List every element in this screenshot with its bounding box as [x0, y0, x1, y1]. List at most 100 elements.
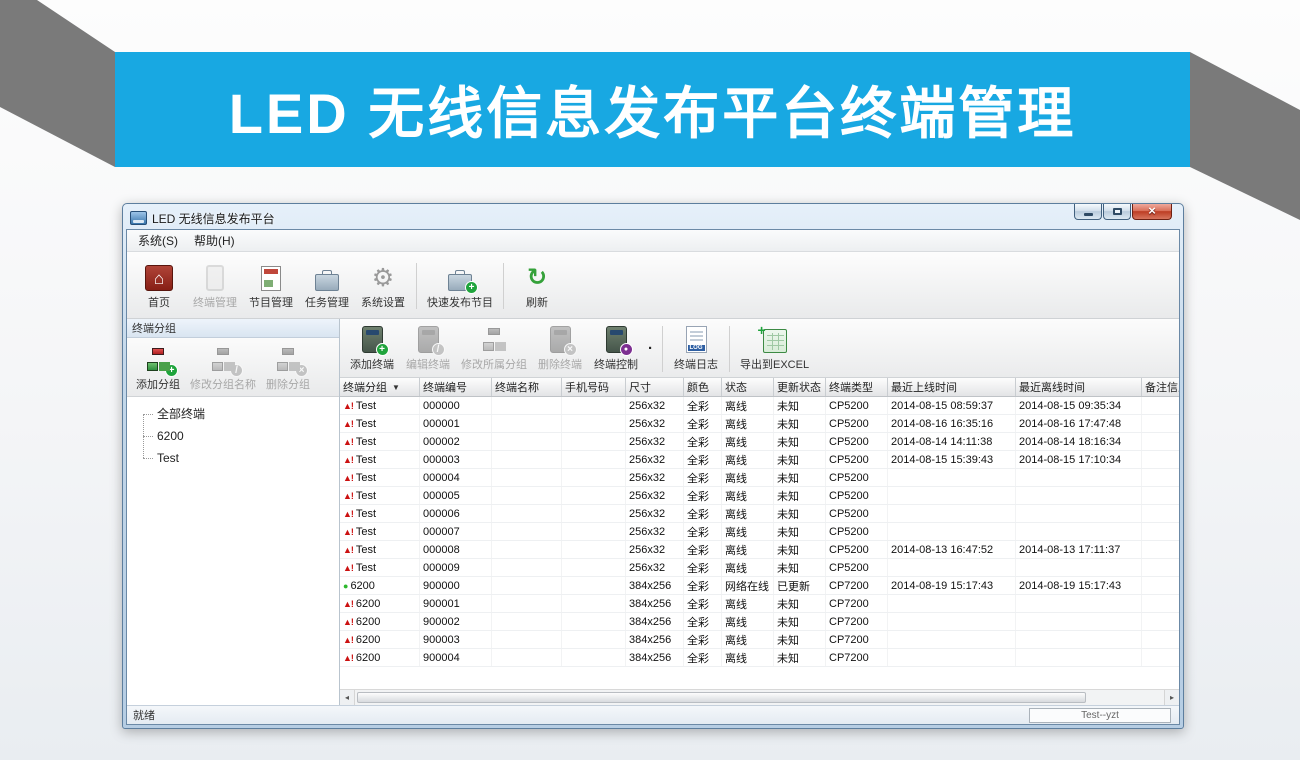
- table-row[interactable]: ▲! Test 000000 256x32 全彩 离线 未知 CP5200 2014-08-15…: [340, 397, 1179, 415]
- cell-offline_time: [1016, 649, 1142, 666]
- column-header-3[interactable]: 终端名称: [492, 378, 562, 396]
- column-header-5[interactable]: 尺寸: [626, 378, 684, 396]
- column-header-12[interactable]: 备注信息: [1142, 378, 1179, 396]
- task-mgmt-button[interactable]: 任务管理: [299, 258, 355, 312]
- cell-update: 未知: [774, 523, 826, 540]
- tree-item-6200[interactable]: 6200: [127, 425, 339, 447]
- column-header-8[interactable]: 更新状态: [774, 378, 826, 396]
- table-row[interactable]: ▲! Test 000006 256x32 全彩 离线 未知 CP5200: [340, 505, 1179, 523]
- cell-offline_time: [1016, 487, 1142, 504]
- tree-item-全部终端[interactable]: 全部终端: [127, 403, 339, 425]
- column-label: 状态: [725, 382, 747, 394]
- column-header-1[interactable]: 终端分组 ▼: [340, 378, 420, 396]
- group-add-label: 添加分组: [136, 379, 180, 391]
- cell-offline_time: [1016, 505, 1142, 522]
- cell-color: 全彩: [684, 559, 722, 576]
- minimize-button[interactable]: [1074, 204, 1102, 220]
- main-toolbar: 首页 终端管理节目管理任务管理系统设置 + 快速发布节目 刷新: [127, 252, 1179, 319]
- cell-update: 未知: [774, 397, 826, 414]
- scrollbar-thumb[interactable]: [357, 692, 1086, 703]
- column-header-11[interactable]: 最近离线时间: [1016, 378, 1142, 396]
- table-row[interactable]: ▲! Test 000002 256x32 全彩 离线 未知 CP5200 2014-08-14…: [340, 433, 1179, 451]
- menu-bar: 系统(S) 帮助(H): [127, 230, 1179, 252]
- column-header-9[interactable]: 终端类型: [826, 378, 888, 396]
- group-delete-button: × 删除分组: [258, 342, 318, 394]
- group-panel: 终端分组 + 添加分组 / 修改分组名称 × 删除分组 全部终端 6200 Test: [127, 319, 340, 705]
- refresh-icon: [523, 265, 551, 291]
- table-row[interactable]: ▲! Test 000009 256x32 全彩 离线 未知 CP5200: [340, 559, 1179, 577]
- menu-item-0[interactable]: 系统(S): [138, 234, 178, 248]
- filter-icon[interactable]: ▼: [392, 382, 400, 392]
- menu-item-1[interactable]: 帮助(H): [194, 234, 235, 248]
- cell-update: 未知: [774, 649, 826, 666]
- cell-no: 900003: [420, 631, 492, 648]
- column-header-4[interactable]: 手机号码: [562, 378, 626, 396]
- cell-remark: [1142, 559, 1179, 576]
- toolbar-overflow-dot[interactable]: ·: [648, 339, 653, 357]
- table-row[interactable]: ▲! 6200 900002 384x256 全彩 离线 未知 CP7200: [340, 613, 1179, 631]
- cell-color: 全彩: [684, 649, 722, 666]
- table-row[interactable]: ▲! Test 000003 256x32 全彩 离线 未知 CP5200 2014-08-15…: [340, 451, 1179, 469]
- cell-color: 全彩: [684, 613, 722, 630]
- column-header-10[interactable]: 最近上线时间: [888, 378, 1016, 396]
- cell-no: 000007: [420, 523, 492, 540]
- cell-group: ▲! Test: [340, 469, 420, 486]
- scroll-right-arrow-icon[interactable]: ▸: [1164, 690, 1179, 705]
- horizontal-scrollbar[interactable]: ◂ ▸: [340, 689, 1179, 705]
- column-header-7[interactable]: 状态: [722, 378, 774, 396]
- table-row[interactable]: ▲! Test 000004 256x32 全彩 离线 未知 CP5200: [340, 469, 1179, 487]
- column-header-6[interactable]: 颜色: [684, 378, 722, 396]
- quick-publish-label: 快速发布节目: [427, 297, 493, 309]
- refresh-button[interactable]: 刷新: [509, 258, 565, 312]
- group-name: 6200: [350, 579, 375, 592]
- column-label: 终端编号: [423, 382, 467, 394]
- table-row[interactable]: ▲! Test 000001 256x32 全彩 离线 未知 CP5200 2014-08-16…: [340, 415, 1179, 433]
- table-row[interactable]: ▲! 6200 900004 384x256 全彩 离线 未知 CP7200: [340, 649, 1179, 667]
- table-row[interactable]: ● 6200 900000 384x256 全彩 网络在线 已更新 CP7200 2014-08…: [340, 577, 1179, 595]
- group-name: 6200: [355, 615, 381, 628]
- tree-item-Test[interactable]: Test: [127, 447, 339, 469]
- group-toolbar: + 添加分组 / 修改分组名称 × 删除分组: [127, 338, 339, 397]
- quick-publish-button[interactable]: + 快速发布节目: [422, 258, 498, 312]
- terminal-add-button[interactable]: + 添加终端: [344, 322, 400, 374]
- group-add-button[interactable]: + 添加分组: [128, 342, 188, 394]
- cell-online_time: [888, 523, 1016, 540]
- cell-remark: [1142, 595, 1179, 612]
- cell-phone: [562, 397, 626, 414]
- cell-status: 网络在线: [722, 577, 774, 594]
- maximize-button[interactable]: [1103, 204, 1131, 220]
- cell-name: [492, 613, 562, 630]
- program-mgmt-button[interactable]: 节目管理: [243, 258, 299, 312]
- table-row[interactable]: ▲! 6200 900001 384x256 全彩 离线 未知 CP7200: [340, 595, 1179, 613]
- cell-color: 全彩: [684, 397, 722, 414]
- terminal-log-button[interactable]: 终端日志: [668, 322, 724, 374]
- cell-offline_time: 2014-08-13 17:11:37: [1016, 541, 1142, 558]
- cell-group: ▲! Test: [340, 487, 420, 504]
- cell-status: 离线: [722, 559, 774, 576]
- table-row[interactable]: ▲! Test 000007 256x32 全彩 离线 未知 CP5200: [340, 523, 1179, 541]
- column-header-2[interactable]: 终端编号: [420, 378, 492, 396]
- group-name: Test: [355, 417, 377, 430]
- cell-size: 256x32: [626, 559, 684, 576]
- scroll-left-arrow-icon[interactable]: ◂: [340, 690, 355, 705]
- cell-type: CP5200: [826, 415, 888, 432]
- table-row[interactable]: ▲! Test 000008 256x32 全彩 离线 未知 CP5200 2014-08-13…: [340, 541, 1179, 559]
- table-row[interactable]: ▲! 6200 900003 384x256 全彩 离线 未知 CP7200: [340, 631, 1179, 649]
- cell-group: ▲! 6200: [340, 613, 420, 630]
- home-button[interactable]: 首页: [131, 258, 187, 312]
- cell-remark: [1142, 649, 1179, 666]
- group-name: Test: [355, 471, 377, 484]
- close-button[interactable]: [1132, 204, 1172, 220]
- export-excel-button[interactable]: 导出到EXCEL: [735, 322, 814, 374]
- terminal-control-button[interactable]: ● 终端控制: [588, 322, 644, 374]
- table-row[interactable]: ▲! Test 000005 256x32 全彩 离线 未知 CP5200: [340, 487, 1179, 505]
- column-label: 手机号码: [565, 382, 609, 394]
- settings-button[interactable]: 系统设置: [355, 258, 411, 312]
- cell-phone: [562, 523, 626, 540]
- cell-size: 256x32: [626, 505, 684, 522]
- title-bar[interactable]: LED 无线信息发布平台: [126, 204, 1180, 229]
- column-label: 终端分组: [343, 382, 387, 394]
- cell-offline_time: 2014-08-15 17:10:34: [1016, 451, 1142, 468]
- group-name: 6200: [355, 597, 381, 610]
